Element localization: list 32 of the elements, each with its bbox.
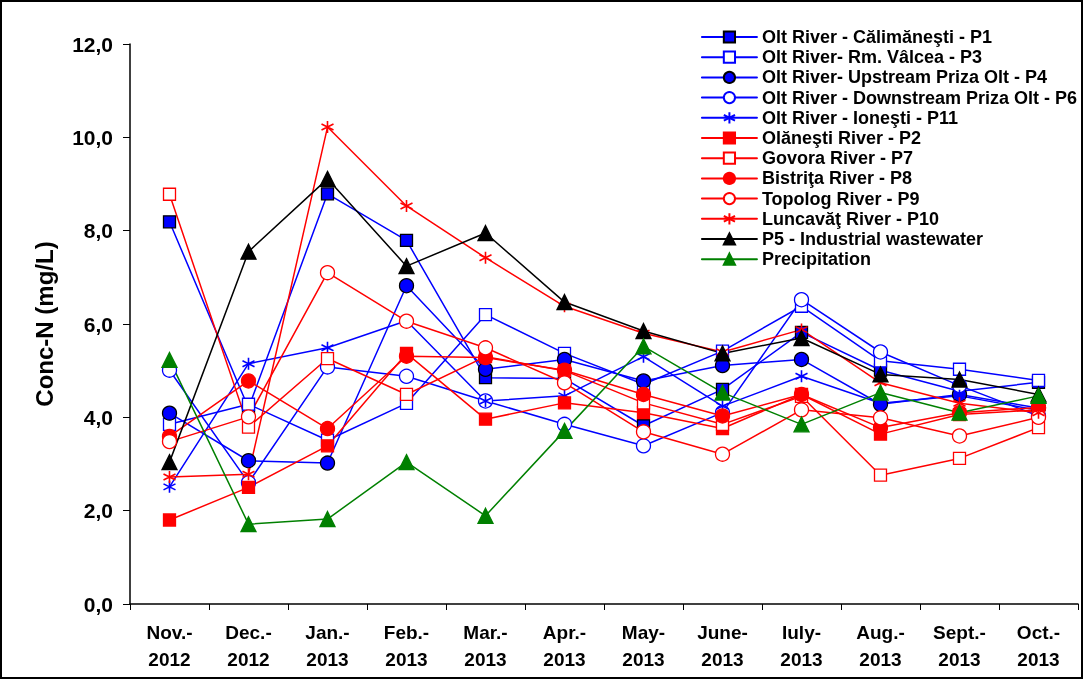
y-tick-label: 6,0 [83,312,113,336]
legend-label: Olt River- Rm. Vâlcea - P3 [761,47,983,68]
x-tick-label: Oct.- 2013 [1016,622,1061,670]
y-tick-label: 0,0 [83,592,113,616]
legend-label: Olt River - Călimăneşti - P1 [761,27,992,47]
x-tick-label: Iuly- 2013 [780,622,823,670]
x-tick-label: May- 2013 [621,622,666,670]
legend-label: Precipitation [761,249,871,270]
x-tick-label: Mar.- 2013 [463,622,508,670]
legend-label: P5 - Industrial wastewater [761,229,983,249]
x-tick-label: Apr.- 2013 [542,622,587,670]
y-tick-label: 2,0 [83,499,113,523]
x-tick-label: Nov.- 2012 [146,622,193,670]
legend-label: Govora River - P7 [761,148,913,169]
legend-label: Luncavăţ River - P10 [761,208,939,229]
y-tick-label: 12,0 [72,32,113,56]
x-tick-label: Jan.- 2013 [305,622,350,670]
x-tick-label: Aug.- 2013 [856,622,905,670]
x-tick-label: Sept.- 2013 [933,622,986,670]
y-tick-label: 4,0 [83,405,113,429]
legend-label: Bistriţa River - P8 [761,168,912,189]
legend-label: Topolog River - P9 [761,188,920,209]
legend-label: Olt River- Upstream Priza Olt - P4 [761,67,1048,88]
legend-label: Olt River - Downstream Priza Olt - P6 [761,87,1078,108]
y-axis-title: Conc-N (mg/L) [30,241,58,407]
y-tick-label: 10,0 [72,125,113,149]
x-tick-label: Dec.- 2012 [225,622,272,670]
x-tick-label: Feb.- 2013 [383,622,430,670]
y-tick-label: 8,0 [83,219,113,243]
legend-label: Olăneşti River - P2 [761,128,921,148]
x-tick-label: June- 2013 [697,622,748,670]
legend-label: Olt River - Ioneşti - P11 [761,107,958,128]
